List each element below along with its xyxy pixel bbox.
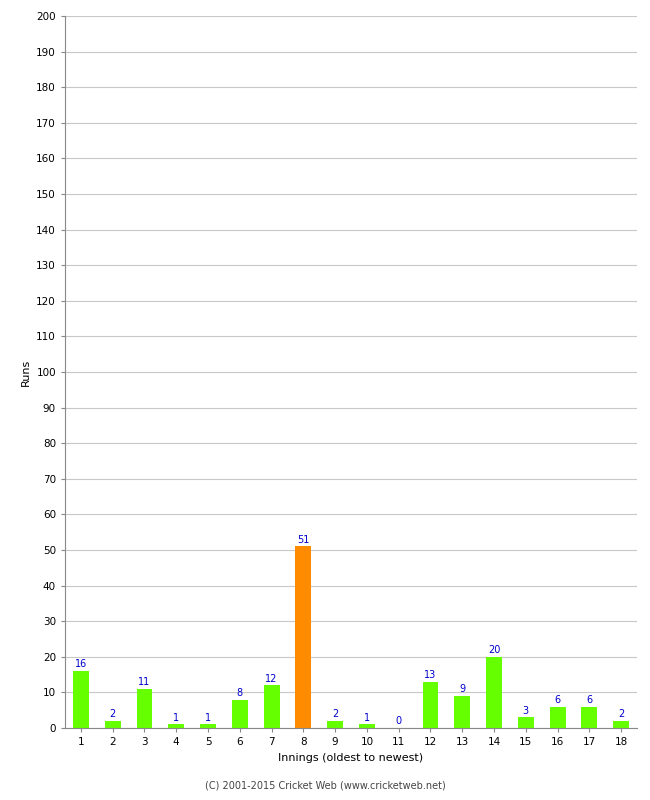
Bar (454, 696, 470, 728)
Text: 20: 20 (488, 645, 500, 655)
Bar (486, 657, 502, 728)
Text: 12: 12 (265, 674, 278, 683)
Text: 6: 6 (586, 695, 592, 705)
Bar (359, 725, 375, 728)
Text: 16: 16 (75, 659, 87, 670)
Text: 2: 2 (110, 709, 116, 719)
Bar (168, 725, 184, 728)
Y-axis label: Runs: Runs (21, 358, 31, 386)
X-axis label: Innings (oldest to newest): Innings (oldest to newest) (278, 753, 424, 762)
Bar (200, 725, 216, 728)
Text: 2: 2 (332, 709, 338, 719)
Bar (518, 718, 534, 728)
Bar (136, 689, 152, 728)
Text: 1: 1 (173, 713, 179, 722)
Bar (232, 699, 248, 728)
Text: 1: 1 (364, 713, 370, 722)
Bar (264, 686, 280, 728)
Text: (C) 2001-2015 Cricket Web (www.cricketweb.net): (C) 2001-2015 Cricket Web (www.cricketwe… (205, 780, 445, 790)
Text: 11: 11 (138, 677, 151, 687)
Bar (73, 671, 89, 728)
Bar (550, 706, 566, 728)
Bar (295, 546, 311, 728)
Text: 9: 9 (459, 684, 465, 694)
Text: 8: 8 (237, 688, 243, 698)
Bar (581, 706, 597, 728)
Text: 0: 0 (396, 716, 402, 726)
Text: 13: 13 (424, 670, 437, 680)
Bar (422, 682, 438, 728)
Text: 51: 51 (297, 534, 309, 545)
Text: 2: 2 (618, 709, 624, 719)
Text: 6: 6 (554, 695, 560, 705)
Bar (327, 721, 343, 728)
Bar (105, 721, 121, 728)
Text: 3: 3 (523, 706, 529, 715)
Bar (613, 721, 629, 728)
Text: 1: 1 (205, 713, 211, 722)
